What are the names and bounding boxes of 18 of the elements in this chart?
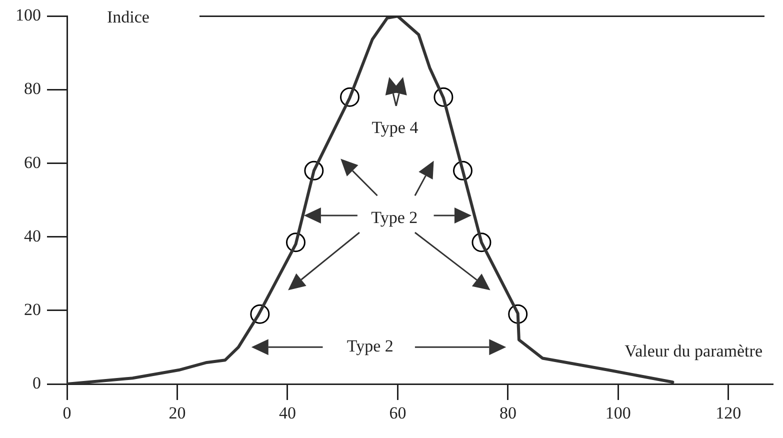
x-tick-label: 80	[499, 404, 516, 423]
y-tick-label: 100	[16, 6, 41, 25]
x-tick-label: 60	[389, 404, 406, 423]
x-tick-label: 0	[62, 404, 72, 423]
y-tick-label: 20	[24, 300, 41, 319]
annotation: Type 2	[371, 208, 418, 227]
annotation: Type 4	[372, 118, 419, 138]
y-axis-title: Indice	[107, 8, 150, 27]
x-tick-label: 120	[716, 404, 742, 423]
x-tick-label: 100	[605, 404, 631, 423]
x-axis-title: Valeur du paramètre	[624, 341, 762, 360]
y-tick-label: 60	[24, 152, 41, 172]
y-tick-label: 40	[24, 226, 41, 246]
y-tick-label: 80	[24, 79, 41, 98]
x-tick-label: 20	[168, 404, 186, 423]
x-tick-label: 40	[278, 404, 296, 423]
y-tick-label: 0	[32, 373, 41, 392]
annotation: Type 2	[346, 336, 394, 356]
